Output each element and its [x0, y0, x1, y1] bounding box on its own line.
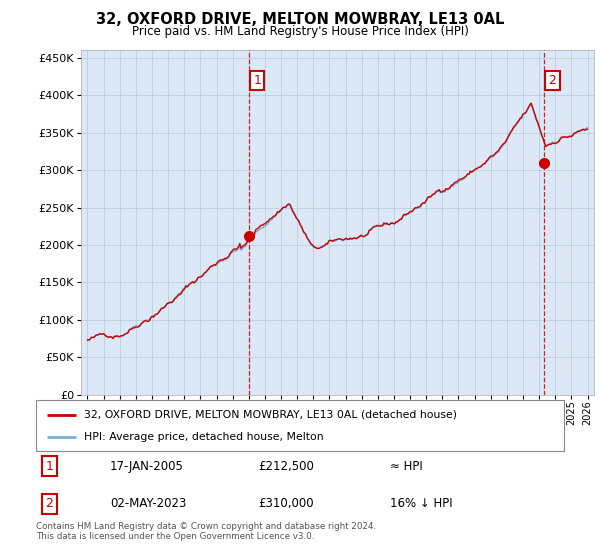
Text: 2: 2 — [548, 74, 556, 87]
Text: 1: 1 — [45, 460, 53, 473]
Text: HPI: Average price, detached house, Melton: HPI: Average price, detached house, Melt… — [83, 432, 323, 442]
Text: 17-JAN-2005: 17-JAN-2005 — [110, 460, 184, 473]
Text: Contains HM Land Registry data © Crown copyright and database right 2024.: Contains HM Land Registry data © Crown c… — [36, 522, 376, 531]
FancyBboxPatch shape — [36, 400, 564, 451]
Text: £310,000: £310,000 — [258, 497, 313, 510]
Text: Price paid vs. HM Land Registry's House Price Index (HPI): Price paid vs. HM Land Registry's House … — [131, 25, 469, 38]
Text: This data is licensed under the Open Government Licence v3.0.: This data is licensed under the Open Gov… — [36, 532, 314, 541]
Text: 32, OXFORD DRIVE, MELTON MOWBRAY, LE13 0AL: 32, OXFORD DRIVE, MELTON MOWBRAY, LE13 0… — [96, 12, 504, 27]
Text: ≈ HPI: ≈ HPI — [390, 460, 422, 473]
Text: 02-MAY-2023: 02-MAY-2023 — [110, 497, 186, 510]
Text: 16% ↓ HPI: 16% ↓ HPI — [390, 497, 452, 510]
Text: £212,500: £212,500 — [258, 460, 314, 473]
Text: 1: 1 — [253, 74, 262, 87]
Text: 2: 2 — [45, 497, 53, 510]
Text: 32, OXFORD DRIVE, MELTON MOWBRAY, LE13 0AL (detached house): 32, OXFORD DRIVE, MELTON MOWBRAY, LE13 0… — [83, 409, 457, 419]
